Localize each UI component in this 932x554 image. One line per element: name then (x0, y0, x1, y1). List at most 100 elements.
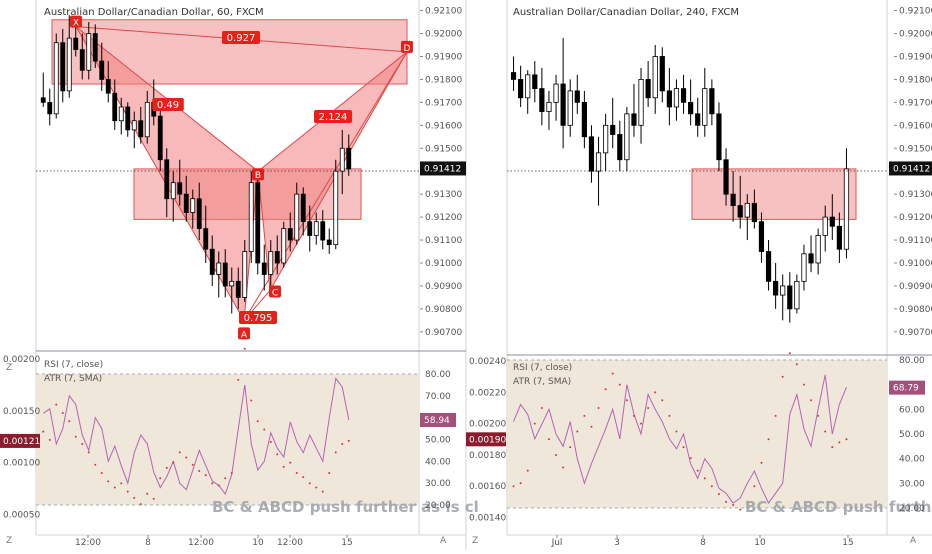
atr-tick-label: 0.00240 (469, 357, 506, 367)
atr-dot (74, 435, 77, 438)
candle-body (765, 251, 772, 282)
candle-body (196, 198, 202, 229)
rsi-tick-label: 30.00 (899, 479, 925, 489)
atr-dot (647, 407, 650, 410)
rsi-tick-label: 80.00 (899, 356, 925, 366)
price-tick-label: 0.91000 (899, 259, 932, 269)
candle-body (144, 101, 150, 138)
price-tick-label: 0.92100 (425, 7, 462, 17)
candle-body (695, 113, 701, 126)
candle-body (525, 74, 531, 99)
point-X-badge (70, 15, 82, 28)
candle-body (567, 90, 573, 126)
rsi-value-tag (889, 380, 925, 395)
atr-dot (640, 422, 643, 425)
candle-body (281, 228, 287, 264)
atr-value-label: 0.00121 (3, 437, 40, 447)
atr-dot (703, 477, 706, 480)
atr-dot (230, 472, 233, 475)
candle-body (183, 193, 189, 213)
atr-tick-label: 0.00150 (3, 407, 40, 417)
candle-body (313, 221, 319, 236)
atr-dot (760, 461, 763, 464)
right-chart-title: Australian Dollar/Canadian Dollar, 240, … (513, 7, 739, 18)
atr-value-label: 0.00190 (469, 435, 506, 445)
atr-tick-label: 0.00200 (3, 355, 40, 365)
candle-body (638, 79, 644, 126)
atr-dot (334, 451, 337, 454)
atr-dot (831, 446, 834, 449)
candle-body (125, 106, 131, 131)
atr-dot (526, 469, 529, 472)
candle-body (229, 280, 235, 287)
candle-body (170, 182, 176, 200)
candle-body (300, 193, 306, 223)
rsi-value-tag (420, 412, 456, 427)
ratio-label-0: 0.927 (227, 33, 256, 44)
candle-body (737, 205, 743, 218)
candle-body (157, 115, 163, 161)
last-price-label: 0.91412 (893, 164, 930, 174)
atr-dot (781, 375, 784, 378)
atr-dot (668, 414, 671, 417)
price-tick-label: 0.90700 (425, 328, 462, 338)
candle-body (294, 193, 300, 241)
atr-dot (555, 453, 558, 456)
atr-value-tag (466, 432, 506, 447)
atr-dot (269, 440, 272, 443)
candle-body (287, 228, 293, 241)
candle-body (222, 262, 228, 287)
rsi-tick-label: 20.00 (425, 501, 451, 511)
atr-dot (81, 443, 84, 446)
candle-body (794, 280, 800, 310)
atr-dot (113, 486, 116, 489)
right-panel: Australian Dollar/Canadian Dollar, 240, … (466, 0, 932, 548)
candle-body (773, 280, 779, 296)
atr-dot (191, 463, 194, 466)
candle-body (177, 182, 183, 195)
rsi-tick-label: 60.00 (899, 405, 925, 415)
atr-dot (732, 503, 735, 506)
price-tick-label: 0.91700 (425, 98, 462, 108)
atr-dot (725, 500, 728, 503)
candle-body (574, 90, 580, 103)
zone-0 (691, 168, 857, 220)
atr-dot (321, 490, 324, 493)
atr-dot (172, 461, 175, 464)
atr-dot (42, 430, 45, 433)
atr-dot (100, 472, 103, 475)
atr-tick-label: 0.00140 (469, 513, 506, 523)
candle-body (339, 147, 345, 172)
price-tick-label: 0.91500 (425, 144, 462, 154)
rsi-line (43, 377, 350, 496)
candle-body (248, 182, 254, 252)
atr-dot (632, 414, 635, 417)
candle-body (99, 60, 105, 80)
atr-dot (540, 407, 543, 410)
atr-dot (217, 484, 220, 487)
rsi-line (513, 374, 847, 505)
atr-dot (597, 407, 600, 410)
atr-dot (61, 411, 64, 414)
candle-body (92, 33, 98, 62)
candle-body (320, 221, 326, 241)
right-auto-scale[interactable]: A (910, 536, 917, 546)
atr-dot (519, 482, 522, 485)
point-X-label: X (73, 19, 79, 29)
time-tick-label: 8 (700, 538, 706, 548)
atr-dot (237, 378, 240, 381)
price-tick-label: 0.91100 (899, 236, 932, 246)
atr-dot (696, 469, 699, 472)
atr-dot (767, 438, 770, 441)
left-rsi-label: RSI (7, close) (44, 360, 103, 370)
atr-dot (618, 383, 621, 386)
atr-tick-label: 0.00100 (3, 459, 40, 469)
candle-body (112, 92, 118, 122)
candle-body (73, 37, 79, 50)
left-auto-scale[interactable]: A (440, 536, 447, 546)
atr-dot (282, 465, 285, 468)
time-tick-label: 10 (252, 538, 264, 548)
atr-dot (710, 485, 713, 488)
candle-body (40, 97, 46, 103)
